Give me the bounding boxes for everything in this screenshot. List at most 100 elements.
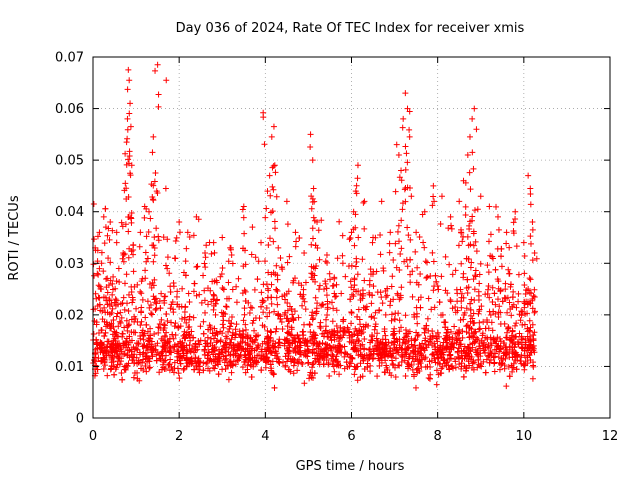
data-point [177,353,184,360]
data-point [525,172,532,179]
data-point [429,351,436,358]
data-point [324,341,331,348]
data-point [354,271,361,278]
data-point [524,352,531,359]
data-point [367,351,374,358]
data-point [336,218,343,225]
data-point [143,342,150,349]
data-point [323,357,330,364]
data-point [509,303,516,310]
data-point [369,292,376,299]
data-point [98,358,105,365]
data-point [123,317,130,324]
data-point [172,320,179,327]
data-point [126,110,133,117]
data-point [196,359,203,366]
data-point [176,354,183,361]
data-point [314,300,321,307]
data-point [120,252,127,259]
data-point [263,305,270,312]
data-point [218,348,225,355]
data-point [362,324,369,331]
data-point [129,299,136,306]
data-point [137,322,144,329]
data-point [405,361,412,368]
data-point [274,288,281,295]
data-point [507,281,514,288]
data-point [283,337,290,344]
data-point [194,263,201,270]
data-point [121,280,128,287]
data-point [101,354,108,361]
data-point [460,347,467,354]
data-point [507,336,514,343]
data-point [113,329,120,336]
data-point [369,239,376,246]
data-point [465,358,472,365]
data-point [309,309,316,316]
data-point [142,275,149,282]
data-point [161,357,168,364]
data-point [186,234,193,241]
data-point [516,330,523,337]
data-point [154,190,161,197]
data-point [361,335,368,342]
data-point [205,326,212,333]
data-point [416,234,423,241]
data-point [359,373,366,380]
data-point [503,240,510,247]
data-point [446,261,453,268]
data-point [455,329,462,336]
data-point [377,231,384,238]
data-point [166,361,173,368]
data-point [271,218,278,225]
data-point [435,286,442,293]
data-point [504,329,511,336]
data-point [309,195,316,202]
data-point [149,311,156,318]
data-point [456,337,463,344]
data-point [454,348,461,355]
data-point [439,363,446,370]
data-point [383,364,390,371]
data-point [492,301,499,308]
data-point [336,342,343,349]
data-point [505,363,512,370]
data-point [137,288,144,295]
data-point [338,290,345,297]
data-point [153,300,160,307]
x-axis-label: GPS time / hours [296,459,405,474]
data-point [113,239,120,246]
data-point [496,366,503,373]
data-point [324,259,331,266]
data-point [337,324,344,331]
data-point [166,335,173,342]
data-point [161,299,168,306]
data-point [513,333,520,340]
data-point [433,278,440,285]
data-point [152,67,159,74]
data-point [103,276,110,283]
data-point [331,290,338,297]
data-point [222,333,229,340]
data-point [229,286,236,293]
data-point [464,151,471,158]
data-point [94,270,101,277]
data-point [102,362,109,369]
data-point [376,307,383,314]
data-point [300,332,307,339]
data-point [306,321,313,328]
data-point [463,305,470,312]
data-point [177,360,184,367]
data-point [152,170,159,177]
data-point [219,321,226,328]
data-point [229,260,236,267]
data-point [269,208,276,215]
data-point [510,288,517,295]
data-point [506,244,513,251]
data-point [399,354,406,361]
data-point [462,203,469,210]
data-point [191,366,198,373]
data-point [196,291,203,298]
data-point [377,251,384,258]
